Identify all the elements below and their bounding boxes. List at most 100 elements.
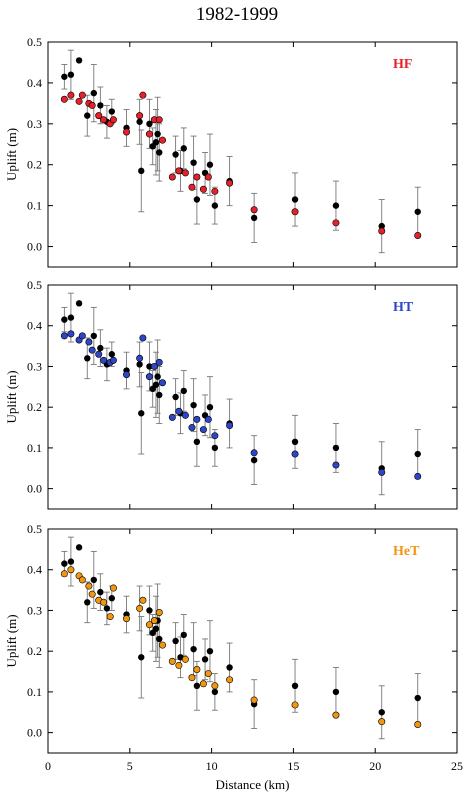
model-point-hf	[67, 91, 75, 99]
model-point-hf	[159, 136, 167, 144]
observed-point	[172, 151, 179, 158]
model-point-hf	[95, 112, 103, 120]
observed-point	[84, 355, 91, 362]
observed-point	[250, 456, 258, 464]
model-point-het	[109, 584, 117, 592]
model-point-ht	[145, 373, 153, 381]
model-point-ht	[211, 432, 219, 440]
y-tick-label: 0.0	[27, 482, 42, 496]
model-point-ht	[226, 422, 234, 430]
observed-point	[193, 196, 201, 203]
observed-point	[156, 149, 163, 156]
model-point-ht	[188, 424, 196, 432]
model-point-ht	[78, 332, 86, 340]
observed-point	[146, 363, 153, 370]
observed-point	[108, 351, 116, 358]
model-point-hf	[123, 128, 131, 136]
model-point-het	[78, 576, 86, 584]
model-point-ht	[175, 407, 183, 415]
model-point-hf	[193, 173, 201, 181]
panel-het: 0.0 0.1 0.2 0.3 0.4 0.5 0 5 10 15 20 25 Uplift (m) Di…	[4, 522, 463, 792]
x-tick-label: 25	[451, 759, 463, 773]
model-point-hf	[109, 116, 117, 124]
observed-point	[172, 393, 179, 401]
observed-point	[90, 332, 98, 340]
model-point-hf	[250, 206, 258, 214]
model-point-hf	[78, 91, 86, 99]
observed-point	[154, 373, 161, 380]
model-point-ht	[250, 449, 258, 457]
model-point-hf	[100, 116, 108, 124]
observed-point	[90, 576, 98, 584]
observed-point	[414, 450, 421, 458]
observed-point	[67, 314, 75, 321]
observed-point	[291, 682, 299, 689]
observed-point	[193, 682, 201, 689]
model-point-het	[291, 701, 299, 709]
y-tick-label: 0.2	[27, 644, 42, 658]
model-point-hf	[199, 185, 207, 193]
observed-point	[206, 161, 214, 168]
model-point-hf	[332, 219, 340, 227]
y-tick-label: 0.3	[27, 603, 42, 617]
model-point-ht	[139, 334, 147, 342]
observed-point	[211, 444, 219, 452]
observed-point	[146, 120, 153, 128]
observed-point	[138, 654, 145, 661]
observed-point	[67, 558, 75, 565]
plot-frame	[47, 528, 458, 754]
observed-point	[67, 71, 75, 78]
observed-point	[291, 196, 299, 203]
observed-point	[226, 664, 233, 671]
model-point-hf	[145, 130, 153, 138]
model-point-het	[211, 682, 219, 690]
observed-point	[180, 145, 187, 152]
observed-point	[146, 607, 153, 614]
model-point-het	[136, 604, 144, 612]
model-point-ht	[136, 354, 144, 362]
model-point-hf	[378, 227, 386, 235]
panel-hf: 0.0 0.1 0.2 0.3 0.4 0.5 Uplift (m) HF	[4, 35, 458, 268]
model-point-ht	[60, 332, 68, 340]
model-point-het	[88, 590, 96, 598]
model-point-hf	[204, 173, 212, 181]
model-point-het	[123, 615, 131, 623]
plot-frame	[47, 41, 458, 268]
y-tick-label: 0.1	[27, 441, 42, 455]
observed-point	[138, 410, 145, 417]
panel-label: HeT	[393, 544, 420, 559]
observed-point	[61, 73, 68, 80]
observed-point	[152, 625, 160, 632]
y-tick-label: 0.3	[27, 359, 42, 373]
model-point-het	[414, 720, 422, 728]
observed-point	[190, 645, 197, 653]
observed-point	[152, 381, 160, 388]
model-point-ht	[100, 356, 108, 364]
y-tick-label: 0.3	[27, 117, 42, 131]
observed-point	[152, 139, 160, 146]
observed-point	[97, 588, 104, 596]
model-point-ht	[67, 330, 75, 338]
observed-point	[90, 89, 98, 97]
x-axis-label: Distance (km)	[215, 777, 289, 792]
model-point-ht	[378, 468, 386, 476]
observed-point	[75, 57, 83, 64]
model-point-ht	[109, 356, 117, 364]
model-point-het	[204, 670, 212, 678]
observed-point	[206, 647, 214, 655]
model-point-het	[155, 608, 163, 616]
model-point-ht	[332, 461, 340, 469]
y-axis-label: Uplift (m)	[4, 370, 19, 423]
model-point-ht	[291, 450, 299, 458]
model-point-het	[181, 655, 189, 663]
model-point-hf	[175, 167, 183, 175]
observed-point	[414, 694, 421, 702]
observed-point	[332, 202, 340, 209]
y-tick-label: 0.5	[27, 522, 42, 536]
y-tick-label: 0.2	[27, 400, 42, 414]
model-point-ht	[88, 346, 96, 354]
model-point-het	[188, 674, 196, 682]
observed-point	[201, 656, 209, 663]
x-tick-label: 0	[45, 759, 51, 773]
